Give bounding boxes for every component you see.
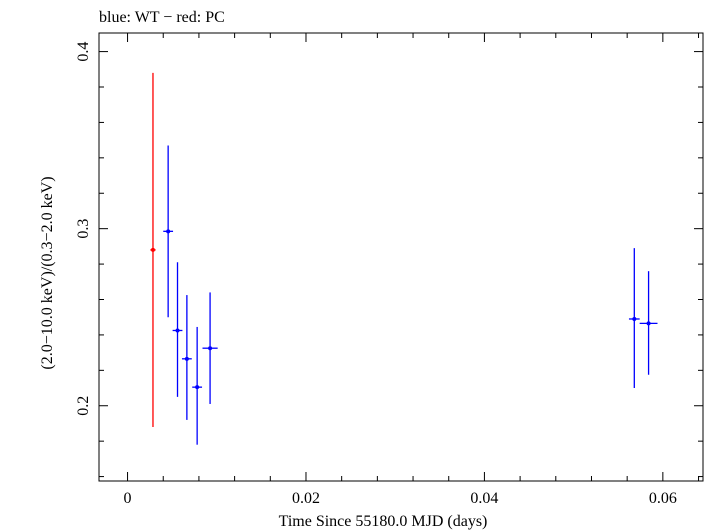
y-tick-label: 0.3 (75, 219, 92, 239)
x-tick-label: 0.02 (292, 490, 320, 507)
chart-title: blue: WT − red: PC (99, 9, 225, 26)
y-tick-label: 0.4 (75, 42, 92, 62)
y-axis-label: (2.0−10.0 keV)/(0.3−2.0 keV) (39, 176, 56, 369)
wt-data-point (632, 316, 637, 321)
wt-data-point (646, 321, 651, 326)
data-marks (150, 72, 658, 445)
y-tick-label: 0.2 (75, 396, 92, 416)
x-tick-label: 0.04 (470, 490, 498, 507)
wt-data-point (166, 229, 171, 234)
x-tick-label: 0.06 (649, 490, 677, 507)
wt-data-point (208, 346, 213, 351)
x-axis-label: Time Since 55180.0 MJD (days) (279, 513, 488, 530)
wt-data-point (195, 385, 200, 390)
wt-data-point (175, 328, 180, 333)
plot-frame (98, 32, 704, 482)
x-tick-label: 0 (124, 490, 132, 507)
axis-ticks: 0 0.02 0.04 0.06 0.2 0.3 0.4 (75, 33, 703, 507)
wt-data-point (184, 356, 189, 361)
pc-data-point (150, 247, 155, 252)
